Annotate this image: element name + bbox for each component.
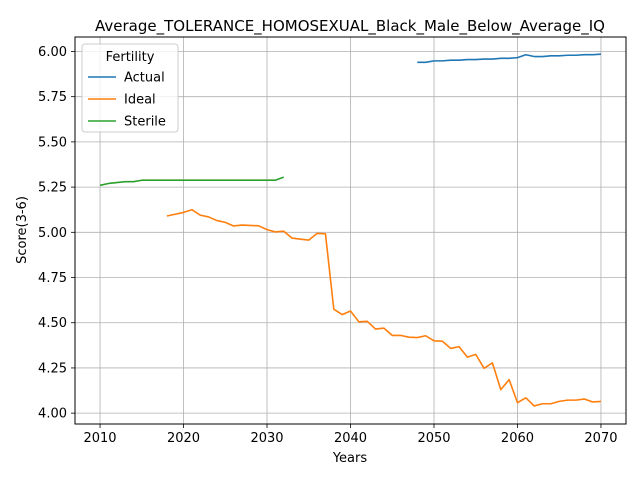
chart-title: Average_TOLERANCE_HOMOSEXUAL_Black_Male_… bbox=[95, 17, 605, 36]
grid bbox=[75, 37, 626, 424]
y-tick-label: 6.00 bbox=[38, 45, 67, 60]
series-line-sterile bbox=[99, 176, 284, 187]
legend-label-actual: Actual bbox=[124, 71, 165, 86]
y-tick-label: 5.25 bbox=[38, 181, 67, 196]
series-line-actual bbox=[417, 53, 602, 64]
series-line-ideal bbox=[166, 208, 602, 407]
y-tick-label: 4.25 bbox=[38, 361, 67, 376]
axis-ticks: 2010 2020 2030 2040 2050 2060 2070 4.00 4.25 4.50… bbox=[38, 45, 617, 446]
y-tick-label: 5.50 bbox=[38, 135, 67, 150]
legend-label-ideal: Ideal bbox=[124, 93, 156, 108]
y-tick-label: 4.00 bbox=[38, 407, 67, 422]
y-tick-label: 4.75 bbox=[38, 271, 67, 286]
x-tick-label: 2030 bbox=[250, 431, 283, 446]
x-tick-label: 2070 bbox=[584, 431, 617, 446]
legend-title: Fertility bbox=[106, 50, 155, 65]
y-tick-label: 5.75 bbox=[38, 90, 67, 105]
x-tick-label: 2020 bbox=[167, 431, 200, 446]
y-axis-label: Score(3-6) bbox=[15, 196, 30, 264]
y-tick-label: 4.50 bbox=[38, 316, 67, 331]
y-tick-label: 5.00 bbox=[38, 226, 67, 241]
x-tick-label: 2060 bbox=[501, 431, 534, 446]
x-tick-label: 2050 bbox=[417, 431, 450, 446]
x-axis-label: Years bbox=[332, 451, 368, 466]
legend: Fertility Actual Ideal Sterile bbox=[81, 43, 179, 133]
series-lines bbox=[99, 53, 602, 407]
legend-label-sterile: Sterile bbox=[124, 115, 166, 130]
legend-frame bbox=[81, 43, 179, 133]
x-tick-label: 2040 bbox=[334, 431, 367, 446]
x-tick-label: 2010 bbox=[83, 431, 116, 446]
